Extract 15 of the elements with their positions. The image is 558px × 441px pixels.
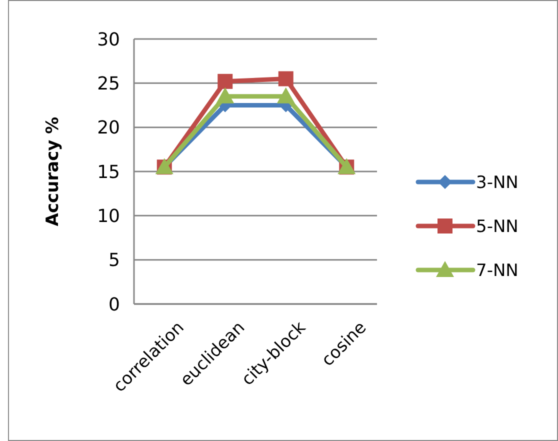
- y-tick-label: 30: [97, 29, 120, 50]
- legend-label: 3-NN: [476, 172, 518, 193]
- y-tick-label: 20: [97, 118, 120, 139]
- point: [216, 87, 234, 104]
- y-tick-label: 15: [97, 162, 120, 183]
- point: [278, 71, 294, 86]
- y-tick-label: 10: [97, 206, 120, 227]
- point: [218, 74, 233, 89]
- legend-label: 5-NN: [476, 216, 518, 237]
- point: [276, 87, 295, 104]
- y-tick-label: 5: [108, 250, 120, 272]
- y-tick-label: 25: [97, 73, 120, 94]
- y-tick-label: 0: [108, 294, 120, 316]
- y-axis-title: Accuracy %: [43, 116, 63, 226]
- legend-label: 7-NN: [476, 260, 518, 281]
